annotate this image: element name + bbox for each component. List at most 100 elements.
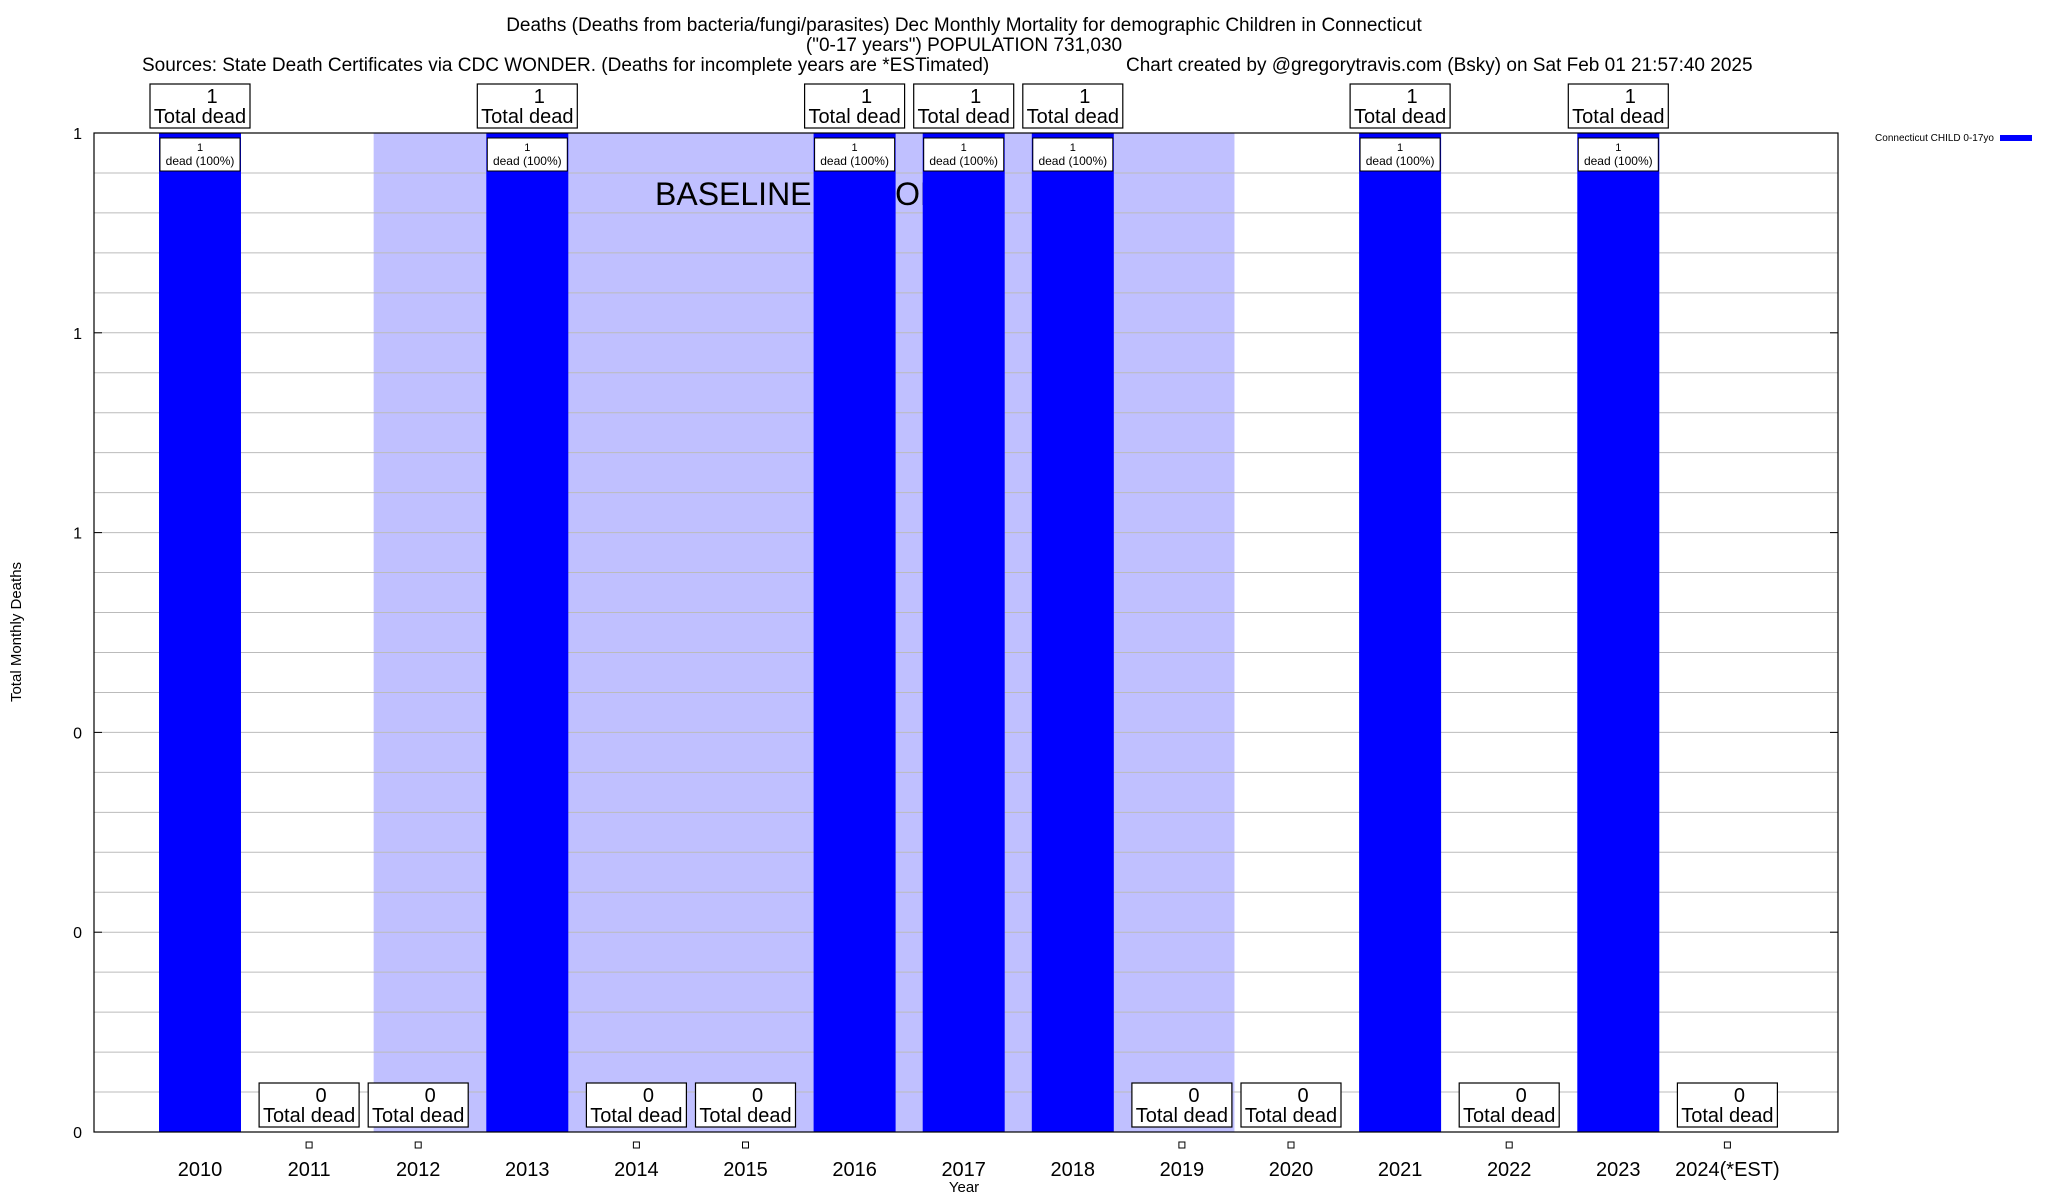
total-box [1349,83,1451,129]
bar-label-value: 1 [197,142,203,154]
bar-label-box [814,137,896,172]
bar [159,133,241,1132]
total-box [1131,1082,1233,1128]
zero-marker [1505,1141,1513,1149]
total-box [803,83,906,129]
bar-label-box [159,137,241,172]
x-tick-label: 2019 [1160,1159,1205,1181]
baseline-label: BASELINE PERIOD [655,176,943,212]
bar-label-value: 1 [1070,142,1076,154]
total-value: 1 [206,86,217,108]
total-value: 1 [1407,86,1418,108]
total-value: 1 [534,86,545,108]
total-text: Total dead [372,1105,464,1127]
x-tick-label: 2012 [396,1159,441,1181]
bar [922,133,1005,1132]
total-text: Total dead [699,1105,791,1127]
legend-label: Connecticut CHILD 0-17yo [1875,133,1994,144]
x-tick-label: 2014 [614,1159,659,1181]
total-text: Total dead [1245,1105,1337,1127]
total-text: Total dead [154,106,246,128]
x-tick-label: 2022 [1487,1159,1532,1181]
total-value: 1 [861,86,872,108]
bar-label-value: 1 [961,142,967,154]
total-text: Total dead [1354,106,1446,128]
bar [1359,133,1442,1132]
total-box [258,1082,360,1128]
y-tick-label: 0 [73,725,82,742]
bar-label-box [1359,137,1441,172]
total-text: Total dead [1027,106,1119,128]
bar-label-value: 1 [1397,142,1403,154]
chart-title: Deaths (Deaths from bacteria/fungi/paras… [506,15,1422,36]
x-tick-label: 2016 [832,1159,877,1181]
total-value: 0 [1188,1085,1199,1107]
total-value: 1 [1079,86,1090,108]
bar-label-text: dead (100%) [166,154,235,168]
zero-marker [414,1141,422,1149]
x-tick-label: 2023 [1596,1159,1641,1181]
bar [813,133,896,1132]
total-text: Total dead [481,106,573,128]
total-value: 0 [1297,1085,1308,1107]
chart-sources: Sources: State Death Certificates via CD… [142,55,989,76]
total-value: 0 [1516,1085,1527,1107]
bar [1577,133,1660,1132]
zero-marker [1287,1141,1295,1149]
chart-subtitle: ("0-17 years") POPULATION 731,030 [806,35,1122,56]
total-box [1022,83,1124,129]
x-tick-label: 2018 [1051,1159,1096,1181]
zero-marker [305,1141,313,1149]
total-text: Total dead [263,1105,355,1127]
x-tick-label: 2021 [1378,1159,1423,1181]
total-value: 0 [425,1085,436,1107]
x-tick-label: 2020 [1269,1159,1314,1181]
total-text: Total dead [590,1105,682,1127]
y-tick-label: 1 [73,526,82,543]
y-tick-label: 1 [73,326,82,343]
bar-label-box [923,137,1005,172]
bar-label-value: 1 [852,142,858,154]
total-value: 1 [970,86,981,108]
y-tick-label: 0 [73,1125,82,1142]
plot-frame [93,132,1839,1133]
total-value: 0 [316,1085,327,1107]
x-axis-label: Year [949,1179,979,1196]
zero-marker [1723,1141,1731,1149]
total-box [1240,1082,1342,1128]
x-tick-label: 2017 [941,1159,986,1181]
total-box [1676,1082,1779,1128]
y-tick-label: 0 [73,925,82,942]
total-box [1458,1082,1560,1128]
total-text: Total dead [1136,1105,1228,1127]
total-box [1567,83,1669,129]
total-value: 0 [643,1085,654,1107]
bar-label-box [486,137,568,172]
total-value: 0 [1734,1085,1745,1107]
total-box [913,83,1015,129]
bar-label-text: dead (100%) [1038,154,1107,168]
chart-credit: Chart created by @gregorytravis.com (Bsk… [1126,55,1753,76]
total-text: Total dead [1681,1105,1773,1127]
x-tick-label: 2013 [505,1159,550,1181]
bar-label-box [1577,137,1659,172]
legend-swatch [2000,135,2032,141]
bar-label-text: dead (100%) [493,154,562,168]
zero-marker [632,1141,640,1149]
x-tick-label: 2011 [288,1159,331,1181]
total-box [367,1082,469,1128]
bar [1031,133,1114,1132]
total-value: 0 [752,1085,763,1107]
total-box [149,83,251,129]
y-tick-label: 1 [73,126,82,143]
total-text: Total dead [1572,106,1664,128]
bar-label-value: 1 [524,142,530,154]
zero-marker [1178,1141,1186,1149]
zero-marker [742,1141,749,1149]
total-box [476,83,578,129]
total-value: 1 [1625,86,1636,108]
y-axis-label: Total Monthly Deaths [8,562,25,702]
x-tick-label: 2010 [178,1159,223,1181]
x-tick-label: 2024(*EST) [1675,1159,1780,1181]
